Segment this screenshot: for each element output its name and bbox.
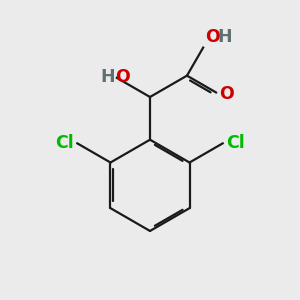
Text: O: O	[116, 68, 130, 86]
Text: O: O	[219, 85, 234, 103]
Text: H: H	[101, 68, 116, 86]
Text: Cl: Cl	[226, 134, 245, 152]
Text: Cl: Cl	[55, 134, 74, 152]
Text: O: O	[205, 28, 219, 46]
Text: H: H	[217, 28, 232, 46]
